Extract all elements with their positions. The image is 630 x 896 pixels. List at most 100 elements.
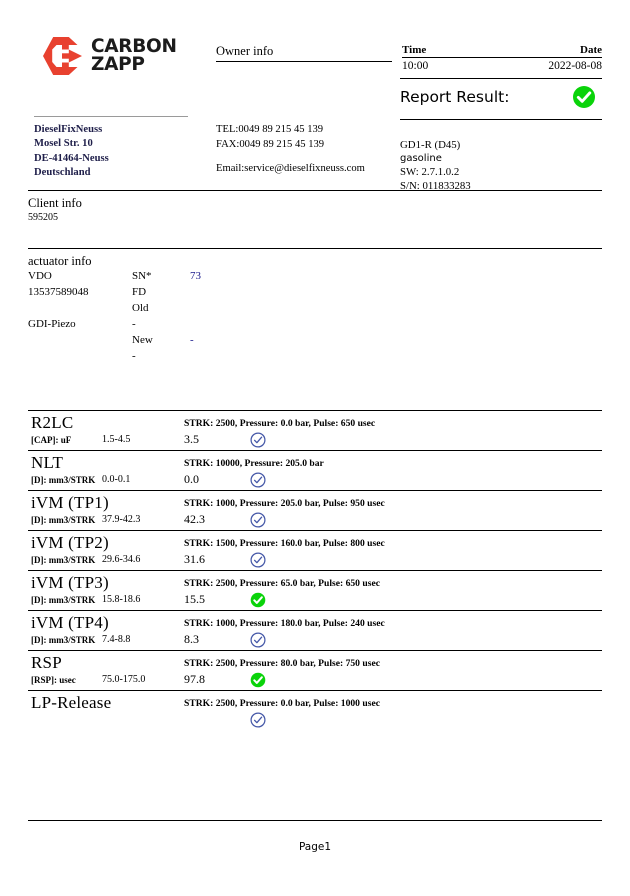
- footer-divider: [28, 820, 602, 821]
- actuator-info-grid: VDO 13537589048 GDI-Piezo SN* FD Old - N…: [28, 269, 602, 384]
- actuator-col3-blank3: [190, 349, 280, 365]
- actuator-type: GDI-Piezo: [28, 318, 76, 330]
- test-unit: [RSP]: usec: [31, 675, 76, 685]
- page-number: Page1: [298, 841, 332, 853]
- test-condition: STRK: 2500, Pressure: 0.0 bar, Pulse: 65…: [184, 418, 376, 429]
- actuator-col3-blank2: [190, 317, 280, 333]
- date-value: 2022-08-08: [548, 60, 602, 72]
- blue-check-circle-outline-icon: [250, 472, 266, 488]
- blue-check-circle-outline-icon: [250, 512, 266, 528]
- test-unit: [CAP]: uF: [31, 435, 72, 445]
- test-measured-value: 0.0: [184, 472, 199, 486]
- company-name: DieselFixNeuss: [34, 124, 103, 135]
- test-unit: [D]: mm3/STRK: [31, 595, 96, 605]
- actuator-sn-value: 73: [190, 270, 201, 282]
- client-info-title: Client info: [28, 196, 82, 210]
- time-date-block: Time Date 10:00 2022-08-08: [392, 30, 602, 72]
- device-model: GD1-R (D45): [400, 139, 461, 151]
- test-range: 1.5-4.5: [102, 434, 131, 445]
- owner-info-divider: [216, 61, 392, 62]
- test-name: LP-Release: [31, 693, 112, 712]
- table-row: LP-Release STRK: 2500, Pressure: 0.0 bar,…: [28, 690, 602, 730]
- report-result-bottom-divider: [400, 119, 602, 120]
- time-value: 10:00: [402, 60, 429, 72]
- company-city: DE-41464-Neuss: [34, 152, 109, 164]
- blue-check-circle-outline-icon: [250, 632, 266, 648]
- owner-info-block: Owner info: [216, 30, 392, 62]
- actuator-old-value: -: [132, 318, 136, 330]
- company-street: Mosel Str. 10: [34, 138, 93, 150]
- test-condition: STRK: 2500, Pressure: 0.0 bar, Pulse: 10…: [184, 698, 380, 709]
- device-software-version: SW: 2.7.1.0.2: [400, 166, 460, 179]
- brand-logo: CARBON ZAPP: [28, 30, 216, 76]
- test-name: iVM (TP2): [31, 533, 109, 552]
- test-measured-value: 42.3: [184, 512, 205, 526]
- table-row: RSP [RSP]: usec 75.0-175.0 STRK: 2500, Pres…: [28, 650, 602, 690]
- client-info-top-divider: [28, 190, 602, 191]
- date-label: Date: [580, 44, 602, 56]
- actuator-col-maker: VDO 13537589048 GDI-Piezo: [28, 269, 132, 365]
- actuator-info-title: actuator info: [28, 254, 92, 268]
- company-fax: FAX:0049 89 215 45 139: [216, 139, 325, 151]
- test-name: NLT: [31, 453, 64, 472]
- actuator-fd-value: [190, 285, 280, 301]
- device-info-block: GD1-R (D45) gasoline SW: 2.7.1.0.2 S/N: …: [400, 138, 602, 193]
- test-condition: STRK: 1000, Pressure: 205.0 bar, Pulse: …: [184, 498, 385, 509]
- time-date-divider: [402, 57, 602, 58]
- green-check-circle-icon: [572, 85, 596, 109]
- blue-check-circle-outline-icon: [250, 712, 266, 728]
- page-footer: Page1: [28, 820, 602, 853]
- table-row: iVM (TP4) [D]: mm3/STRK 7.4-8.8 STRK: 1000,…: [28, 610, 602, 650]
- actuator-part-number: 13537589048: [28, 286, 89, 298]
- actuator-new-dash: -: [132, 350, 136, 362]
- test-name: R2LC: [31, 413, 74, 432]
- blue-check-circle-outline-icon: [250, 552, 266, 568]
- time-label: Time: [402, 44, 427, 56]
- company-contact-block: TEL:0049 89 215 45 139 FAX:0049 89 215 4…: [216, 116, 602, 180]
- test-name: iVM (TP4): [31, 613, 109, 632]
- test-unit: [D]: mm3/STRK: [31, 475, 96, 485]
- actuator-col1-blank: [28, 301, 132, 317]
- brand-name-line1: CARBON: [91, 36, 177, 58]
- company-tel: TEL:0049 89 215 45 139: [216, 124, 324, 135]
- test-measured-value: 3.5: [184, 432, 199, 446]
- company-country: Deutschland: [34, 166, 91, 178]
- company-email: Email:service@dieselfixneuss.com: [216, 162, 365, 174]
- test-name: iVM (TP3): [31, 573, 109, 592]
- test-name: RSP: [31, 653, 62, 672]
- report-result-block: Report Result:: [400, 78, 602, 120]
- report-result-top-divider: [400, 78, 602, 79]
- test-name: iVM (TP1): [31, 493, 109, 512]
- test-condition: STRK: 2500, Pressure: 80.0 bar, Pulse: 7…: [184, 658, 380, 669]
- green-check-circle-icon: [250, 672, 266, 688]
- green-check-circle-icon: [250, 592, 266, 608]
- company-divider: [34, 116, 188, 117]
- test-condition: STRK: 2500, Pressure: 65.0 bar, Pulse: 6…: [184, 578, 380, 589]
- device-fuel: gasoline: [400, 153, 442, 165]
- actuator-col-values: 73 -: [190, 269, 280, 365]
- test-range: 15.8-18.6: [102, 594, 141, 605]
- test-range: 29.6-34.6: [102, 554, 141, 565]
- carbon-zapp-hexagon-arrow-logo-icon: [40, 36, 82, 76]
- test-range: 37.9-42.3: [102, 514, 141, 525]
- actuator-sn-label: SN*: [132, 270, 152, 282]
- blue-check-circle-outline-icon: [250, 432, 266, 448]
- test-unit: [D]: mm3/STRK: [31, 555, 96, 565]
- test-range: 7.4-8.8: [102, 634, 131, 645]
- table-row: NLT [D]: mm3/STRK 0.0-0.1 STRK: 10000, Pres…: [28, 450, 602, 490]
- actuator-fd-label: FD: [132, 286, 147, 298]
- report-result-label: Report Result:: [400, 88, 510, 106]
- owner-info-label: Owner info: [216, 44, 274, 58]
- test-measured-value: 15.5: [184, 592, 205, 606]
- test-measured-value: 31.6: [184, 552, 205, 566]
- client-info-value: 595205: [28, 212, 58, 223]
- brand-name-line2: ZAPP: [91, 54, 145, 75]
- table-row: iVM (TP2) [D]: mm3/STRK 29.6-34.6 STRK: 150…: [28, 530, 602, 570]
- actuator-info-section: actuator info VDO 13537589048 GDI-Piezo …: [28, 248, 602, 384]
- test-measured-value: 8.3: [184, 632, 199, 646]
- client-info-section: Client info 595205: [28, 190, 602, 223]
- test-condition: STRK: 1500, Pressure: 160.0 bar, Pulse: …: [184, 538, 385, 549]
- test-unit: [D]: mm3/STRK: [31, 515, 96, 525]
- test-condition: STRK: 1000, Pressure: 180.0 bar, Pulse: …: [184, 618, 385, 629]
